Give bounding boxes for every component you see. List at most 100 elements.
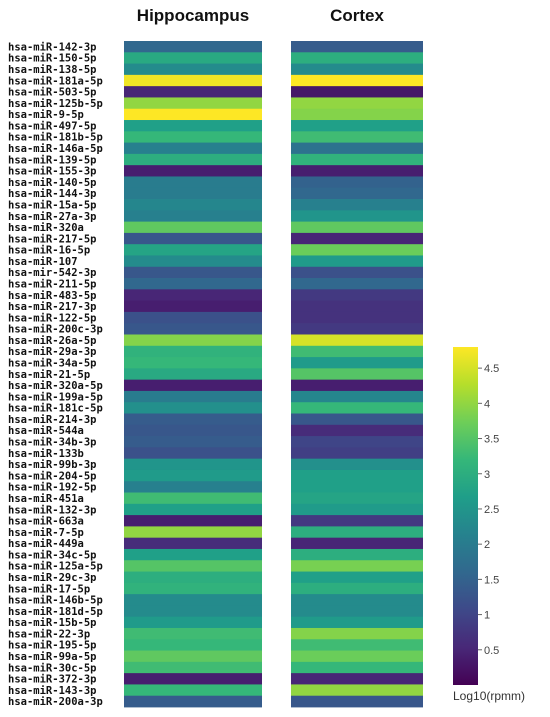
row-label: hsa-miR-483-5p: [8, 290, 97, 302]
row-label: hsa-miR-211-5p: [8, 278, 97, 290]
heatmap-cell: [124, 650, 262, 663]
heatmap-cell: [291, 311, 423, 324]
heatmap-cell: [124, 571, 262, 584]
row-label: hsa-miR-144-3p: [8, 188, 97, 200]
colorbar-tick-label: 4.5: [484, 363, 499, 375]
heatmap-cell: [124, 221, 262, 234]
row-label: hsa-miR-34a-5p: [8, 358, 97, 370]
row-label: hsa-miR-155-3p: [8, 166, 97, 178]
heatmap-cell: [291, 368, 423, 381]
row-label: hsa-miR-320a-5p: [8, 380, 103, 392]
heatmap-cell: [124, 165, 262, 177]
heatmap-cell: [124, 278, 262, 290]
heatmap-cell: [291, 650, 423, 663]
heatmap-cell: [291, 74, 423, 87]
heatmap-cell: [124, 526, 262, 539]
heatmap-cell: [124, 548, 262, 561]
row-label: hsa-miR-199a-5p: [8, 391, 103, 403]
heatmap-cell: [124, 413, 262, 426]
heatmap-cell: [124, 334, 262, 347]
row-label: hsa-miR-15b-5p: [8, 617, 97, 629]
heatmap-cell: [124, 605, 262, 618]
heatmap-cell: [291, 289, 423, 302]
row-label: hsa-miR-122-5p: [8, 312, 97, 324]
row-label: hsa-miR-372-3p: [8, 674, 97, 686]
row-label: hsa-miR-503-5p: [8, 87, 97, 99]
heatmap-cell: [124, 503, 262, 516]
heatmap-cell: [124, 199, 262, 211]
heatmap-cell: [124, 627, 262, 640]
heatmap-cell: [291, 616, 423, 629]
heatmap-cell: [291, 390, 423, 403]
heatmap-cell: [291, 627, 423, 640]
column-title-hippocampus: Hippocampus: [136, 6, 250, 25]
heatmap-cell: [124, 537, 262, 550]
heatmap-cell: [124, 41, 262, 53]
heatmap-cell: [291, 86, 423, 98]
heatmap-cell: [291, 176, 423, 189]
heatmap-cell: [291, 63, 423, 76]
heatmap-cell: [124, 390, 262, 403]
row-label: hsa-miR-192-5p: [8, 482, 97, 494]
row-label: hsa-miR-663a: [8, 516, 84, 528]
row-label: hsa-miR-30c-5p: [8, 662, 97, 674]
heatmap-cells: [124, 41, 423, 708]
heatmap-cell: [291, 52, 423, 64]
heatmap-cell: [291, 323, 423, 335]
heatmap-cell: [124, 210, 262, 223]
row-label: hsa-miR-217-3p: [8, 301, 97, 313]
colorbar-title: Log10(rpmm): [453, 689, 526, 703]
heatmap-cell: [124, 289, 262, 302]
heatmap-cell: [124, 458, 262, 471]
heatmap-cell: [124, 97, 262, 110]
row-label: hsa-miR-449a: [8, 538, 84, 550]
heatmap-cell: [291, 537, 423, 550]
colorbar-tick-label: 4: [484, 398, 490, 410]
heatmap-cell: [291, 582, 423, 595]
row-label: hsa-miR-140-5p: [8, 177, 97, 189]
heatmap-cell: [291, 447, 423, 460]
colorbar-tick-label: 2.5: [484, 504, 499, 516]
row-label: hsa-miR-200a-3p: [8, 696, 103, 708]
row-label: hsa-miR-143-3p: [8, 685, 97, 697]
heatmap-cell: [291, 210, 423, 223]
heatmap-cell: [291, 165, 423, 177]
row-label: hsa-miR-9-5p: [8, 109, 84, 121]
heatmap-cell: [124, 232, 262, 245]
heatmap-cell: [124, 108, 262, 121]
heatmap-cell: [291, 560, 423, 572]
colorbar-tick-label: 0.5: [484, 645, 499, 657]
heatmap-cell: [124, 560, 262, 572]
heatmap-cell: [124, 515, 262, 527]
heatmap-cell: [291, 515, 423, 527]
heatmap-cell: [124, 176, 262, 189]
colorbar-tick-label: 2: [484, 539, 490, 551]
row-label: hsa-miR-204-5p: [8, 470, 97, 482]
heatmap-cell: [291, 142, 423, 155]
heatmap-cell: [291, 334, 423, 347]
row-label: hsa-miR-142-3p: [8, 41, 97, 53]
heatmap-cell: [291, 526, 423, 539]
heatmap-cell: [124, 673, 262, 685]
heatmap-cell: [291, 108, 423, 121]
heatmap-cell: [291, 413, 423, 426]
heatmap-cell: [124, 402, 262, 414]
row-labels: hsa-miR-142-3phsa-miR-150-5phsa-miR-138-…: [8, 41, 103, 708]
heatmap-cell: [291, 266, 423, 279]
colorbar-tick-label: 3.5: [484, 434, 499, 446]
heatmap-cell: [291, 187, 423, 200]
row-label: hsa-miR-181c-5p: [8, 403, 103, 415]
heatmap-cell: [291, 695, 423, 708]
heatmap-cell: [291, 661, 423, 674]
heatmap-cell: [124, 594, 262, 606]
heatmap-cell: [291, 278, 423, 290]
heatmap-cell: [124, 616, 262, 629]
heatmap-cell: [124, 311, 262, 324]
row-label: hsa-miR-181a-5p: [8, 75, 103, 87]
heatmap-cell: [291, 639, 423, 651]
row-label: hsa-miR-181b-5p: [8, 132, 103, 144]
row-label: hsa-miR-133b: [8, 448, 84, 460]
row-label: hsa-miR-22-3p: [8, 628, 90, 640]
heatmap-cell: [291, 232, 423, 245]
row-label: hsa-miR-544a: [8, 425, 84, 437]
